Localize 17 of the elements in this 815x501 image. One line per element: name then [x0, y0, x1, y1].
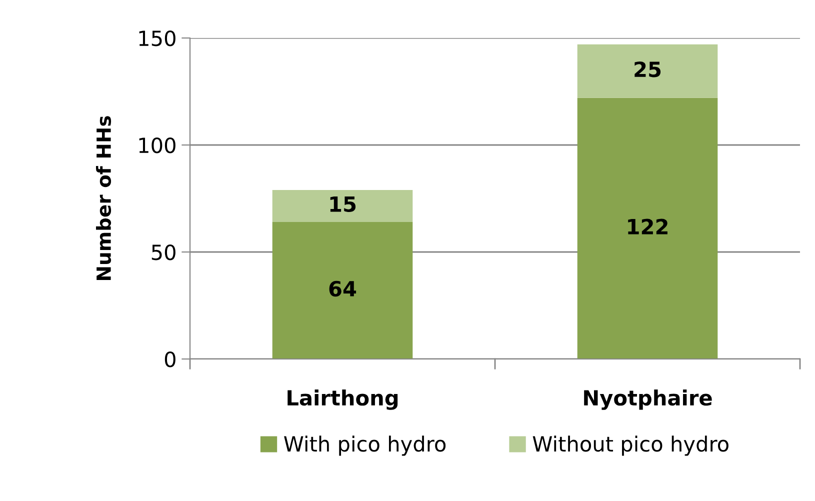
bar — [272, 222, 413, 359]
data-label: 15 — [330, 196, 356, 212]
y-tick-label: 100 — [139, 137, 176, 154]
y-tick-label: 150 — [139, 30, 176, 46]
bar — [577, 44, 718, 98]
data-label: 25 — [634, 61, 661, 78]
x-tick-label: Lairthong — [288, 390, 398, 410]
y-tick-label: 50 — [152, 244, 176, 260]
bar — [272, 190, 413, 222]
data-label: 64 — [329, 280, 356, 297]
bar — [577, 98, 718, 359]
y-tick-label: 0 — [164, 351, 176, 368]
x-tick-label: Nyotphaire — [584, 390, 712, 410]
legend-label: Without pico hydro — [532, 436, 728, 456]
y-axis-title: Number of HHs — [96, 116, 112, 280]
data-label: 122 — [628, 218, 668, 234]
legend-label: With pico hydro — [284, 436, 446, 456]
